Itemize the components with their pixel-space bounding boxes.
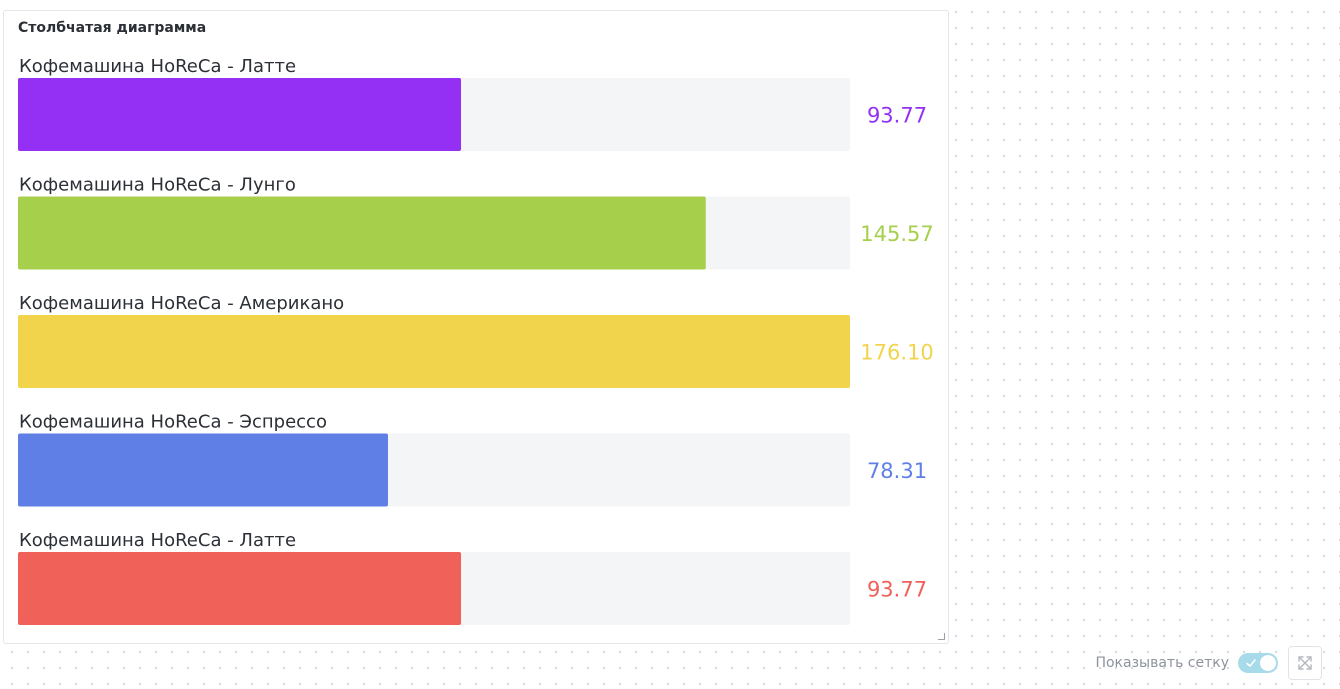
category-label: Кофемашина HoReCa - Латте — [19, 56, 296, 77]
value-label: 93.77 — [867, 578, 927, 602]
bar[interactable] — [18, 78, 462, 151]
toggle-knob — [1260, 655, 1276, 671]
value-label: 78.31 — [867, 459, 927, 483]
canvas-footer: Показывать сетку — [1095, 644, 1322, 682]
value-label: 145.57 — [860, 222, 933, 246]
expand-icon — [1298, 656, 1312, 670]
bar[interactable] — [18, 433, 388, 507]
widget-title: Столбчатая диаграмма — [18, 20, 207, 36]
value-label: 176.10 — [860, 341, 933, 365]
show-grid-label: Показывать сетку — [1095, 655, 1229, 671]
category-label: Кофемашина HoReCa - Лунго — [19, 175, 296, 196]
value-label: 93.77 — [867, 104, 927, 128]
fullscreen-button[interactable] — [1288, 646, 1322, 680]
bar[interactable] — [18, 552, 462, 625]
show-grid-toggle[interactable] — [1238, 653, 1278, 673]
category-label: Кофемашина HoReCa - Эспрессо — [19, 412, 327, 433]
category-label: Кофемашина HoReCa - Американо — [19, 293, 344, 314]
bar[interactable] — [18, 315, 850, 388]
check-icon — [1246, 659, 1256, 667]
category-label: Кофемашина HoReCa - Латте — [19, 530, 296, 551]
bar[interactable] — [18, 196, 706, 270]
bar-chart: Кофемашина HoReCa - Латте 93.77 Кофемашина… — [18, 56, 934, 625]
resize-handle[interactable] — [938, 633, 945, 640]
bar-chart-widget: Столбчатая диаграмма Кофемашина HoReCa -… — [3, 10, 949, 644]
